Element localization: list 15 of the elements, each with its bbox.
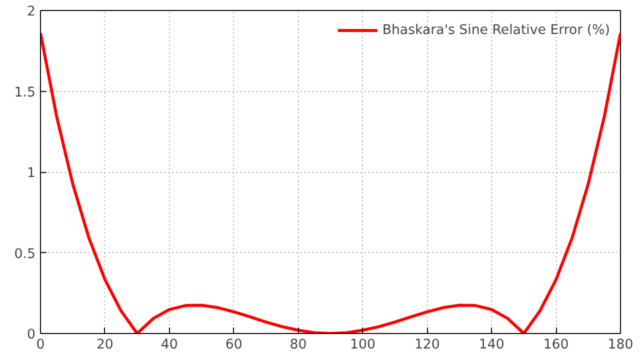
x-tick-label: 180: [608, 338, 634, 352]
y-tick-label: 2: [27, 4, 36, 20]
x-tick-label: 60: [225, 338, 242, 352]
x-tick-label: 80: [290, 338, 307, 352]
x-tick-label: 160: [543, 338, 569, 352]
x-tick-label: 120: [414, 338, 440, 352]
y-tick-label: 1.5: [14, 85, 36, 100]
x-tick-label: 20: [96, 338, 114, 352]
x-tick-label: 140: [478, 338, 504, 352]
y-tick-label: 0.5: [14, 246, 36, 262]
x-tick-label: 100: [350, 338, 376, 352]
y-tick-label: 1: [27, 166, 36, 181]
legend-label: Bhaskara's Sine Relative Error (%): [382, 22, 610, 38]
x-tick-label: 40: [160, 338, 178, 352]
y-tick-label: 0: [27, 328, 36, 342]
